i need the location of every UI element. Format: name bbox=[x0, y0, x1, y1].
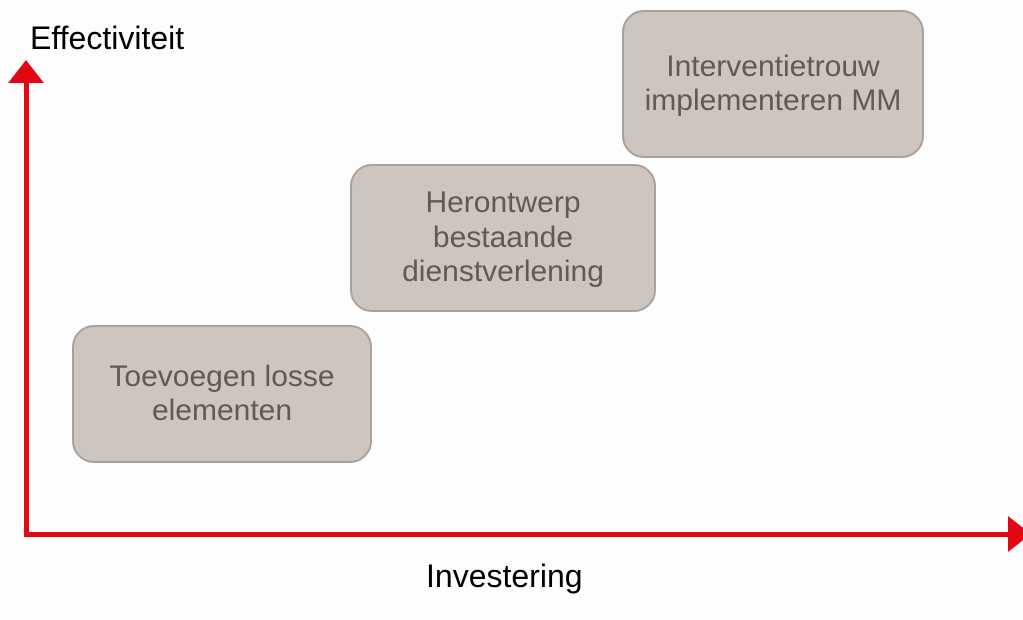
x-axis-line bbox=[24, 532, 1011, 537]
box-1-label: Toevoegen losse elementen bbox=[86, 360, 358, 429]
y-axis-label: Effectiviteit bbox=[30, 20, 184, 57]
diagram-stage: Effectiviteit Investering Toevoegen losse … bbox=[0, 0, 1023, 620]
box-2: Herontwerp bestaande dienstverlening bbox=[350, 164, 656, 312]
box-2-label: Herontwerp bestaande dienstverlening bbox=[364, 186, 642, 290]
x-axis-arrowhead bbox=[1008, 516, 1023, 552]
box-3: Interventietrouw implementeren MM bbox=[622, 10, 924, 158]
y-axis-arrowhead bbox=[8, 60, 44, 83]
box-1: Toevoegen losse elementen bbox=[72, 325, 372, 463]
box-3-label: Interventietrouw implementeren MM bbox=[636, 50, 910, 119]
y-axis-line bbox=[24, 78, 29, 537]
x-axis-label: Investering bbox=[426, 558, 583, 595]
